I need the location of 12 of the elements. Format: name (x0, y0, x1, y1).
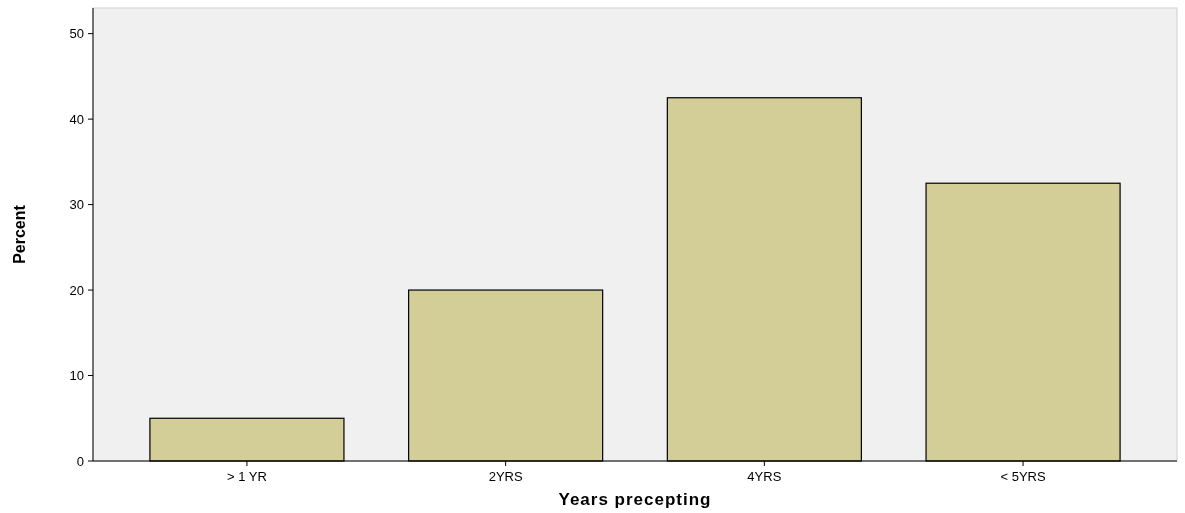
y-tick-label: 0 (76, 453, 84, 469)
x-tick-label: < 5YRS (1000, 469, 1046, 484)
y-axis-title: Percent (11, 204, 28, 264)
y-tick-label: 50 (69, 26, 84, 42)
x-axis-title: Years precepting (558, 490, 712, 509)
x-tick-label: > 1 YR (227, 469, 267, 484)
y-tick-label: 20 (69, 282, 84, 298)
y-tick-label: 40 (69, 111, 84, 127)
y-tick-label: 10 (69, 368, 84, 384)
x-tick-label: 2YRS (488, 469, 523, 484)
y-tick-label: 30 (69, 197, 84, 213)
x-tick-label: 4YRS (747, 469, 782, 484)
